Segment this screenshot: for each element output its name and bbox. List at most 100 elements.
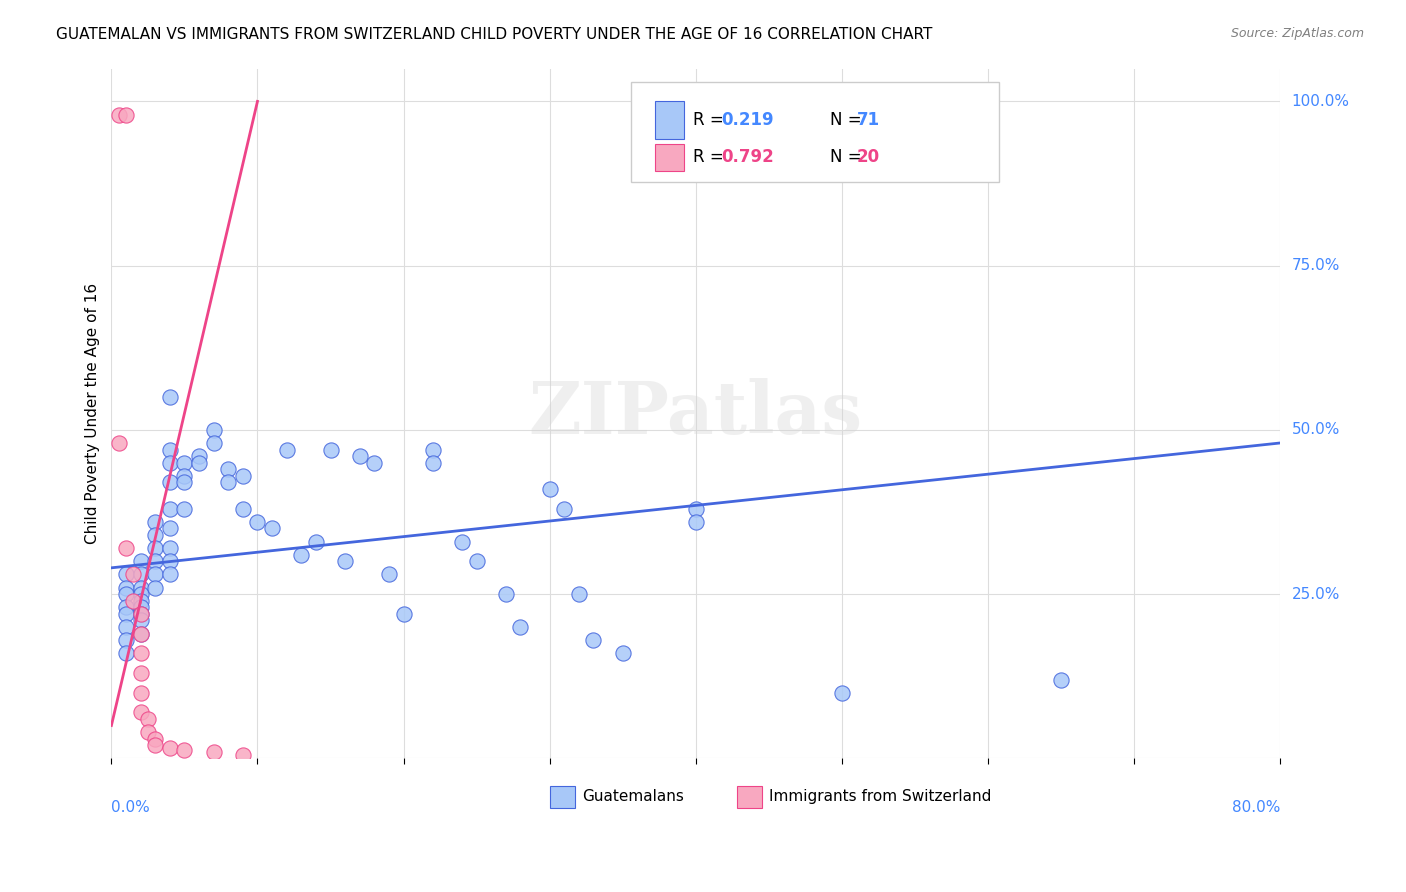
Point (129, 607, 152, 621)
Point (115, 581, 138, 595)
Point (129, 587, 152, 601)
Point (136, 712, 159, 726)
Text: 50.0%: 50.0% (1292, 422, 1340, 437)
Point (129, 593, 152, 607)
Point (143, 528, 166, 542)
Bar (655, 145, 683, 170)
Point (122, 593, 145, 607)
Point (143, 731, 166, 746)
Text: 0.219: 0.219 (721, 112, 773, 129)
Point (159, 456, 181, 470)
Point (159, 501, 181, 516)
Text: ZIPatlas: ZIPatlas (529, 378, 863, 449)
Point (115, 646, 138, 660)
Point (305, 534, 328, 549)
Bar (550, 786, 575, 808)
FancyBboxPatch shape (631, 82, 1000, 182)
Point (188, 456, 211, 470)
Point (143, 738, 166, 752)
Point (159, 475, 181, 490)
Text: GUATEMALAN VS IMMIGRANTS FROM SWITZERLAND CHILD POVERTY UNDER THE AGE OF 16 CORR: GUATEMALAN VS IMMIGRANTS FROM SWITZERLAN… (56, 27, 932, 42)
Point (612, 646, 634, 660)
Point (159, 390, 181, 404)
Text: Guatemalans: Guatemalans (582, 789, 685, 805)
Point (115, 587, 138, 601)
Point (333, 554, 356, 568)
Point (129, 626, 152, 640)
Text: 80.0%: 80.0% (1232, 800, 1279, 814)
Point (143, 567, 166, 582)
Point (568, 587, 591, 601)
Point (129, 706, 152, 720)
Point (115, 600, 138, 615)
Point (159, 567, 181, 582)
Text: 100.0%: 100.0% (1292, 94, 1350, 109)
Text: 75.0%: 75.0% (1292, 258, 1340, 273)
Point (202, 745, 225, 759)
Point (143, 581, 166, 595)
Point (159, 554, 181, 568)
Text: R =: R = (693, 148, 730, 166)
Point (143, 515, 166, 529)
Point (115, 607, 138, 621)
Point (129, 607, 152, 621)
Point (143, 554, 166, 568)
Point (582, 633, 605, 648)
Point (107, 107, 129, 121)
Point (290, 548, 312, 562)
Point (363, 456, 385, 470)
Point (173, 743, 195, 757)
Point (276, 442, 298, 457)
Point (159, 442, 181, 457)
Bar (655, 101, 683, 139)
Point (159, 541, 181, 555)
Point (173, 456, 195, 470)
Point (129, 613, 152, 627)
Point (349, 449, 371, 463)
Text: Immigrants from Switzerland: Immigrants from Switzerland (769, 789, 991, 805)
Point (188, 449, 211, 463)
Point (319, 442, 342, 457)
Point (262, 521, 284, 535)
Point (173, 468, 195, 483)
Text: N =: N = (830, 148, 868, 166)
Point (115, 541, 138, 555)
Point (173, 501, 195, 516)
Point (217, 475, 239, 490)
Text: 20: 20 (856, 148, 880, 166)
Point (159, 521, 181, 535)
Text: R =: R = (693, 112, 730, 129)
Point (392, 607, 415, 621)
Point (509, 620, 531, 634)
Point (122, 567, 145, 582)
Point (202, 423, 225, 437)
Point (465, 554, 488, 568)
Point (115, 633, 138, 648)
Point (129, 581, 152, 595)
Bar (737, 786, 762, 808)
Point (136, 725, 159, 739)
Text: 71: 71 (856, 112, 880, 129)
Point (495, 587, 517, 601)
Point (143, 541, 166, 555)
Text: 25.0%: 25.0% (1292, 587, 1340, 601)
Point (232, 468, 254, 483)
Point (685, 501, 707, 516)
Point (217, 462, 239, 476)
Point (831, 686, 853, 700)
Text: 0.792: 0.792 (721, 148, 775, 166)
Point (129, 646, 152, 660)
Point (129, 554, 152, 568)
Point (232, 747, 254, 762)
Point (538, 482, 561, 496)
Point (422, 442, 444, 457)
Text: Source: ZipAtlas.com: Source: ZipAtlas.com (1230, 27, 1364, 40)
Point (1050, 673, 1073, 687)
Point (129, 626, 152, 640)
Point (173, 475, 195, 490)
Point (232, 501, 254, 516)
Point (553, 501, 575, 516)
Point (422, 456, 444, 470)
Y-axis label: Child Poverty Under the Age of 16: Child Poverty Under the Age of 16 (86, 283, 100, 544)
Text: 0.0%: 0.0% (111, 800, 150, 814)
